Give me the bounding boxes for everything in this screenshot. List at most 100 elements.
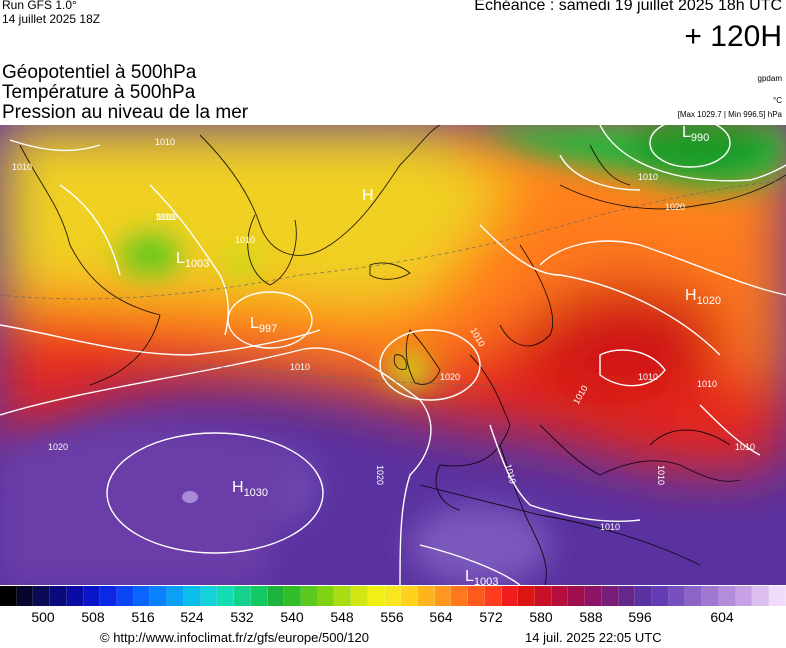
colorbar-tick: 572 <box>479 609 503 625</box>
colorbar-swatch <box>83 586 101 606</box>
colorbar-tick: 532 <box>230 609 254 625</box>
colorbar <box>0 586 786 606</box>
colorbar-swatch <box>66 586 84 606</box>
colorbar-swatch <box>601 586 619 606</box>
isobar-label: 1010 <box>155 137 175 147</box>
isobar-labels: 1010 1010 1010 1010 1010 1010 1010 1010 … <box>12 137 755 532</box>
isobar-label: 1010 <box>735 442 755 452</box>
colorbar-swatch <box>267 586 285 606</box>
colorbar-swatch <box>668 586 686 606</box>
colorbar-swatch <box>117 586 134 606</box>
colorbar-swatch <box>234 586 251 606</box>
isobar-label: 1020 <box>375 465 385 485</box>
isobar-label: 1010 <box>235 235 255 245</box>
colorbar-swatch <box>16 586 34 606</box>
colorbar-swatch <box>468 586 485 606</box>
unit-celsius: °C <box>773 96 782 105</box>
colorbar-swatch <box>351 586 368 606</box>
colorbar-swatch <box>685 586 703 606</box>
isobar-label: 1010 <box>638 372 658 382</box>
colorbar-swatch <box>367 586 385 606</box>
source-url[interactable]: © http://www.infoclimat.fr/z/gfs/europe/… <box>100 630 369 645</box>
colorbar-tick: 516 <box>131 609 155 625</box>
title-geopotential: Géopotentiel à 500hPa <box>2 62 197 83</box>
colorbar-swatch <box>183 586 201 606</box>
title-pressure: Pression au niveau de la mer <box>2 102 249 123</box>
colorbar-swatch <box>618 586 636 606</box>
isobar-label: 1010 <box>290 362 310 372</box>
forecast-valid-time: Echéance : samedi 19 juillet 2025 18h UT… <box>474 0 782 14</box>
title-temperature: Température à 500hPa <box>2 82 196 103</box>
colorbar-swatch <box>769 586 786 606</box>
center-label-low-1003-south: L1003 <box>465 568 498 585</box>
colorbar-tick: 588 <box>579 609 603 625</box>
colorbar-swatch <box>735 586 753 606</box>
field-shading <box>0 125 786 585</box>
colorbar-swatch <box>250 586 268 606</box>
isobar-label: 1010 <box>656 465 666 485</box>
colorbar-swatch <box>317 586 335 606</box>
generated-timestamp: 14 juil. 2025 22:05 UTC <box>525 630 662 645</box>
coastlines <box>19 125 786 585</box>
colorbar-tick: 596 <box>628 609 652 625</box>
colorbar-swatch <box>551 586 569 606</box>
colorbar-swatch <box>652 586 669 606</box>
colorbar-swatch <box>585 586 602 606</box>
colorbar-tick: 540 <box>280 609 304 625</box>
pressure-centers: L990 H L1003 L997 H1020 H1030 L1003 <box>176 125 721 585</box>
colorbar-tick: 524 <box>180 609 204 625</box>
colorbar-swatch <box>518 586 535 606</box>
center-label-high-greenland: H <box>362 187 374 204</box>
isobar-label: 1020 <box>440 372 460 382</box>
colorbar-tick: 508 <box>81 609 105 625</box>
isobar-label: 1010 <box>155 212 175 222</box>
colorbar-swatch <box>217 586 235 606</box>
center-label-low-990: L990 <box>682 125 709 144</box>
colorbar-tick: 604 <box>710 609 734 625</box>
colorbar-swatch <box>33 586 51 606</box>
colorbar-tick: 556 <box>380 609 404 625</box>
colorbar-swatch <box>718 586 736 606</box>
run-date-label: 14 juillet 2025 18Z <box>2 12 101 26</box>
colorbar-swatch <box>635 586 653 606</box>
unit-gpdam: gpdam <box>757 74 782 83</box>
weather-map: L990 H L1003 L997 H1020 H1030 L1003 1010… <box>0 125 786 585</box>
colorbar-swatch <box>200 586 218 606</box>
colorbar-tick: 500 <box>31 609 55 625</box>
isobar-label: 1020 <box>48 442 68 452</box>
colorbar-swatch <box>752 586 770 606</box>
colorbar-tick: 548 <box>330 609 354 625</box>
colorbar-swatch <box>417 586 435 606</box>
colorbar-swatch <box>401 586 418 606</box>
center-label-low-1003-west: L1003 <box>176 250 209 270</box>
colorbar-swatch <box>167 586 184 606</box>
colorbar-swatch <box>150 586 168 606</box>
colorbar-swatch <box>334 586 352 606</box>
center-label-low-997: L997 <box>250 315 277 335</box>
colorbar-swatch <box>535 586 552 606</box>
colorbar-swatch <box>434 586 452 606</box>
isobar-label: 1010 <box>697 379 717 389</box>
isobar-label: 1010 <box>600 522 620 532</box>
center-label-high-1020: H1020 <box>685 287 721 307</box>
dashed-isotherms <box>0 179 786 386</box>
center-label-high-1030: H1030 <box>232 479 268 499</box>
isobar-label: 1010 <box>157 212 177 222</box>
colorbar-swatch <box>384 586 402 606</box>
isobar-label: 1020 <box>665 202 685 212</box>
colorbar-tick: 580 <box>529 609 553 625</box>
colorbar-swatch <box>702 586 719 606</box>
isobar-label: 1010 <box>638 172 658 182</box>
run-model-label: Run GFS 1.0° <box>2 0 77 12</box>
colorbar-swatch <box>133 586 151 606</box>
isobars <box>0 125 786 585</box>
pressure-max-min: [Max 1029.7 | Min 996.5] hPa <box>677 110 782 119</box>
colorbar-swatch <box>100 586 118 606</box>
colorbar-swatch <box>300 586 318 606</box>
colorbar-swatch <box>0 586 17 606</box>
colorbar-swatch <box>50 586 67 606</box>
colorbar-swatch <box>484 586 502 606</box>
colorbar-swatch <box>568 586 586 606</box>
colorbar-swatch <box>451 586 469 606</box>
isobar-label: 1010 <box>12 162 32 172</box>
